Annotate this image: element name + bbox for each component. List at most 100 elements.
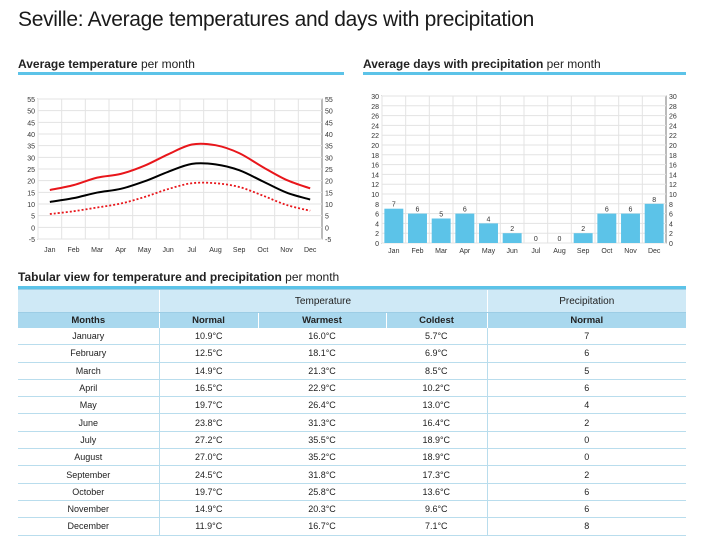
precip-ytick-left: 0 — [375, 241, 379, 248]
cell-warmest: 16.7°C — [258, 517, 386, 536]
precip-section-title: Average days with precipitation per mont… — [363, 57, 601, 71]
precip-section-title-rest: per month — [543, 57, 601, 71]
cell-normal: 23.8°C — [158, 413, 258, 432]
precip-ytick-left: 28 — [371, 104, 379, 111]
precip-ytick-right: 10 — [669, 192, 677, 199]
table-section-rule — [18, 286, 686, 289]
cell-normal: 14.9°C — [158, 362, 258, 380]
precip-bar-value: 2 — [581, 226, 585, 233]
table-section-title-rest: per month — [281, 270, 340, 284]
temp-ytick-right: 10 — [325, 202, 333, 209]
precip-xtick: Jan — [388, 248, 399, 255]
temp-ytick-right: 15 — [325, 190, 333, 197]
cell-warmest: 31.8°C — [258, 465, 386, 484]
cell-precip: 6 — [486, 483, 686, 501]
cell-month: March — [18, 362, 159, 380]
precip-bar-value: 6 — [605, 207, 609, 214]
table-row: January 10.9°C 16.0°C 5.7°C 7 — [18, 328, 686, 346]
precip-ytick-right: 8 — [669, 202, 673, 209]
precip-bar-value: 7 — [392, 202, 396, 209]
precip-ytick-left: 18 — [371, 153, 379, 160]
cell-month: April — [18, 379, 159, 398]
temp-ytick-left: 10 — [27, 202, 35, 209]
precip-ytick-right: 6 — [669, 212, 673, 219]
table-row: March 14.9°C 21.3°C 8.5°C 5 — [18, 362, 686, 380]
precip-ytick-right: 28 — [669, 104, 677, 111]
precip-ytick-right: 30 — [669, 94, 677, 101]
precip-xtick: Apr — [459, 248, 471, 255]
precip-bar-value: 0 — [558, 236, 562, 243]
precip-ytick-left: 6 — [375, 212, 379, 219]
temp-ytick-right: 40 — [325, 132, 333, 139]
precip-bar — [573, 233, 593, 243]
cell-normal: 24.5°C — [158, 465, 258, 484]
precip-bar — [644, 203, 664, 243]
precip-bar — [384, 208, 404, 243]
precip-ytick-right: 2 — [669, 231, 673, 238]
table-row: October 19.7°C 25.8°C 13.6°C 6 — [18, 483, 686, 501]
precip-ytick-left: 4 — [375, 221, 379, 228]
precip-ytick-left: 16 — [371, 163, 379, 170]
cell-coldest: 18.9°C — [386, 431, 487, 450]
cell-normal: 16.5°C — [158, 379, 258, 398]
temp-ytick-left: -5 — [29, 237, 35, 244]
precip-ytick-right: 14 — [669, 172, 677, 179]
normal-temperature-line — [49, 162, 311, 203]
cell-normal: 19.7°C — [158, 483, 258, 501]
cell-coldest: 13.6°C — [386, 483, 487, 501]
cell-normal: 14.9°C — [158, 500, 258, 519]
precip-ytick-right: 12 — [669, 182, 677, 189]
cell-warmest: 16.0°C — [258, 328, 386, 346]
precip-ytick-left: 14 — [371, 172, 379, 179]
temp-ytick-left: 35 — [27, 144, 35, 151]
cell-normal: 19.7°C — [158, 396, 258, 415]
precip-ytick-left: 12 — [371, 182, 379, 189]
cell-warmest: 18.1°C — [258, 344, 386, 363]
col-header-coldest: Coldest — [385, 312, 487, 328]
precip-bar-value: 8 — [652, 197, 656, 204]
table-row: June 23.8°C 31.3°C 16.4°C 2 — [18, 413, 686, 432]
precipitation-group-header: Precipitation — [486, 289, 686, 313]
precip-ytick-right: 24 — [669, 123, 677, 130]
cell-month: May — [18, 396, 159, 415]
precip-xtick: Feb — [411, 248, 423, 255]
temperature-group-header: Temperature — [158, 289, 487, 313]
cell-coldest: 13.0°C — [386, 396, 487, 415]
temp-ytick-left: 50 — [27, 109, 35, 116]
precip-ytick-left: 26 — [371, 114, 379, 121]
temp-ytick-right: 0 — [325, 225, 329, 232]
col-header-warmest: Warmest — [257, 312, 386, 328]
temp-xtick: Jan — [44, 247, 55, 254]
cell-precip: 7 — [486, 328, 686, 346]
precip-xtick: May — [482, 248, 496, 255]
cell-coldest: 9.6°C — [386, 500, 487, 519]
table-row: July 27.2°C 35.5°C 18.9°C 0 — [18, 431, 686, 450]
cell-coldest: 17.3°C — [386, 465, 487, 484]
cell-month: December — [18, 517, 159, 536]
precip-bar-value: 6 — [629, 207, 633, 214]
temp-ytick-right: -5 — [325, 237, 331, 244]
cell-warmest: 26.4°C — [258, 396, 386, 415]
precip-ytick-left: 20 — [371, 143, 379, 150]
cell-month: November — [18, 500, 159, 519]
cell-month: June — [18, 413, 159, 432]
cell-warmest: 22.9°C — [258, 379, 386, 398]
cell-precip: 6 — [486, 500, 686, 519]
temp-xtick: May — [138, 247, 152, 254]
temp-ytick-left: 30 — [27, 155, 35, 162]
cell-coldest: 16.4°C — [386, 413, 487, 432]
cell-warmest: 25.8°C — [258, 483, 386, 501]
temp-ytick-left: 55 — [27, 97, 35, 104]
cell-precip: 6 — [486, 379, 686, 398]
cell-coldest: 8.5°C — [386, 362, 487, 380]
cell-coldest: 6.9°C — [386, 344, 487, 363]
precip-xtick: Aug — [553, 248, 566, 255]
table-corner-cell — [18, 289, 159, 313]
precip-xtick: Mar — [435, 248, 448, 255]
precip-xtick: Nov — [624, 248, 637, 255]
temp-ytick-left: 45 — [27, 120, 35, 127]
precip-bar-value: 6 — [416, 207, 420, 214]
temp-ytick-left: 40 — [27, 132, 35, 139]
precip-ytick-right: 26 — [669, 114, 677, 121]
